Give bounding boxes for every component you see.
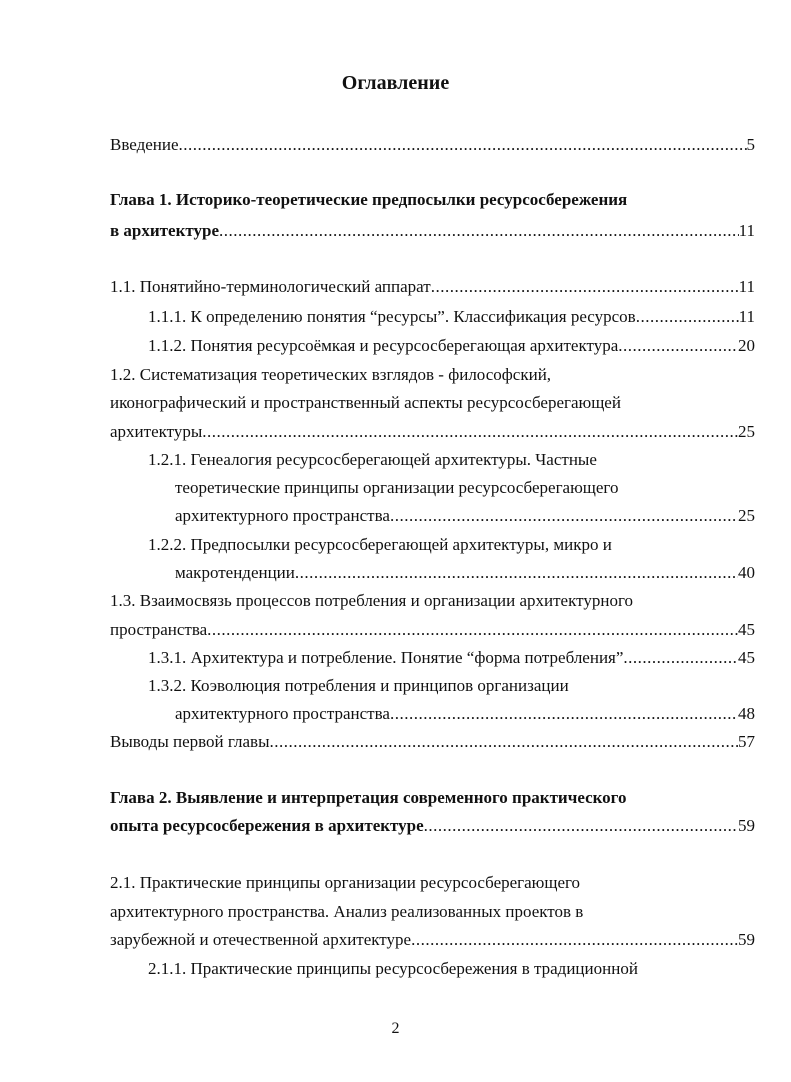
toc-entry-text: 2.1. Практические принципы организации р…	[110, 873, 581, 892]
toc-entry: пространства 45	[110, 619, 755, 641]
toc-entry-text: 1.2.2. Предпосылки ресурсосберегающей ар…	[148, 535, 612, 554]
toc-entry-line: 2.1. Практические принципы организации р…	[110, 872, 580, 894]
toc-entry: 1.3.1. Архитектура и потребление. Поняти…	[148, 647, 755, 669]
toc-entry-text: в архитектуре	[110, 221, 219, 240]
toc-entry-line: 2.1.1. Практические принципы ресурсосбер…	[148, 958, 638, 980]
toc-entry-line: архитектурного пространства. Анализ реал…	[110, 901, 583, 923]
toc-page-number: 45	[738, 620, 755, 639]
toc-entry: опыта ресурсосбережения в архитектуре 59	[110, 815, 755, 837]
toc-entry: 1.1.1. К определению понятия “ресурсы”. …	[148, 306, 755, 328]
toc-entry-text: Введение	[110, 135, 179, 154]
toc-entry: 1.1. Понятийно-терминологический аппарат…	[110, 276, 755, 298]
toc-page-number: 20	[738, 336, 755, 355]
toc-entry: зарубежной и отечественной архитектуре 59	[110, 929, 755, 951]
toc-entry-text: архитектурного пространства	[175, 704, 390, 723]
dot-leader	[431, 276, 739, 298]
toc-entry-text: пространства	[110, 620, 208, 639]
toc-entry: архитектурного пространства 25	[175, 505, 755, 527]
toc-entry-text: 1.2. Систематизация теоретических взгляд…	[110, 365, 552, 384]
toc-entry: 1.1.2. Понятия ресурсоёмкая и ресурсосбе…	[148, 335, 755, 357]
dot-leader	[295, 562, 738, 584]
toc-entry-line: 1.2.1. Генеалогия ресурсосберегающей арх…	[148, 449, 597, 471]
page-title: Оглавление	[341, 72, 450, 94]
dot-leader	[179, 134, 747, 156]
toc-entry-text: Глава 1. Историко-теоретические предпосы…	[110, 190, 628, 209]
toc-entry-text: 1.2.1. Генеалогия ресурсосберегающей арх…	[148, 450, 597, 469]
toc-entry-text: иконографический и пространственный аспе…	[110, 393, 621, 412]
dot-leader	[219, 220, 739, 242]
toc-entry-text: 2.1.1. Практические принципы ресурсосбер…	[148, 959, 638, 978]
toc-entry: макротенденции 40	[175, 562, 755, 584]
dot-leader	[636, 306, 739, 328]
toc-entry-text: макротенденции	[175, 563, 295, 582]
dot-leader	[623, 647, 738, 669]
dot-leader	[207, 619, 738, 641]
toc-entry-line: Глава 1. Историко-теоретические предпосы…	[110, 189, 627, 211]
toc-page-number: 57	[738, 732, 755, 751]
dot-leader	[424, 815, 738, 837]
toc-entry-text: 1.3.1. Архитектура и потребление. Поняти…	[148, 648, 624, 667]
toc-page-number: 45	[738, 648, 755, 667]
toc-entry-text: 1.3. Взаимосвязь процессов потребления и…	[110, 591, 633, 610]
page-number: 2	[391, 1020, 400, 1037]
toc-entry-text: Выводы первой главы	[110, 732, 270, 751]
toc-page-number: 11	[738, 277, 755, 296]
dot-leader	[390, 505, 738, 527]
toc-page-number: 59	[738, 930, 755, 949]
toc-entry-line: Глава 2. Выявление и интерпретация совре…	[110, 787, 626, 809]
toc-entry: архитектурного пространства 48	[175, 703, 755, 725]
toc-entry-text: Глава 2. Выявление и интерпретация совре…	[110, 788, 627, 807]
dot-leader	[202, 421, 738, 443]
toc-page-number: 5	[746, 135, 756, 154]
toc-entry-text: теоретические принципы организации ресур…	[175, 478, 619, 497]
toc-entry-line: 1.2.2. Предпосылки ресурсосберегающей ар…	[148, 534, 612, 556]
toc-page-number: 59	[738, 816, 755, 835]
toc-entry-line: 1.3.2. Коэволюция потребления и принципо…	[148, 675, 569, 697]
toc-entry-text: зарубежной и отечественной архитектуре	[110, 930, 412, 949]
toc-page-number: 25	[738, 506, 755, 525]
toc-entry-line: 1.2. Систематизация теоретических взгляд…	[110, 364, 551, 386]
toc-page-number: 11	[738, 307, 755, 326]
toc-entry-line: 1.3. Взаимосвязь процессов потребления и…	[110, 590, 633, 612]
dot-leader	[618, 335, 738, 357]
toc-page-number: 48	[738, 704, 755, 723]
toc-entry-text: 1.1. Понятийно-терминологический аппарат	[110, 277, 431, 296]
toc-entry: Введение 5	[110, 134, 755, 156]
toc-entry: Выводы первой главы 57	[110, 731, 755, 753]
toc-entry-text: архитектурного пространства. Анализ реал…	[110, 902, 584, 921]
toc-entry-text: архитектурного пространства	[175, 506, 390, 525]
toc-entry-text: 1.1.1. К определению понятия “ресурсы”. …	[148, 307, 636, 326]
toc-page-number: 40	[738, 563, 755, 582]
toc-page-number: 11	[738, 221, 755, 240]
toc-entry-text: 1.3.2. Коэволюция потребления и принципо…	[148, 676, 569, 695]
dot-leader	[411, 929, 738, 951]
toc-entry: в архитектуре 11	[110, 220, 755, 242]
toc-entry-text: опыта ресурсосбережения в архитектуре	[110, 816, 424, 835]
toc-entry-text: 1.1.2. Понятия ресурсоёмкая и ресурсосбе…	[148, 336, 619, 355]
toc-entry: архитектуры 25	[110, 421, 755, 443]
toc-page-number: 25	[738, 422, 755, 441]
toc-entry-line: иконографический и пространственный аспе…	[110, 392, 621, 414]
toc-entry-text: архитектуры	[110, 422, 203, 441]
dot-leader	[390, 703, 738, 725]
dot-leader	[270, 731, 739, 753]
toc-entry-line: теоретические принципы организации ресур…	[175, 477, 618, 499]
